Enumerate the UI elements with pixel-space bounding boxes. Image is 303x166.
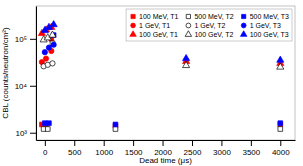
legend-label: 100 MeV, T1 [139, 13, 178, 20]
point [277, 56, 284, 62]
x-tick-mark [104, 140, 105, 146]
point [278, 121, 283, 126]
legend-item: 1 GeV, T2 [186, 22, 226, 29]
x-tick-mark [251, 140, 252, 146]
point [113, 127, 118, 132]
x-tick: 3000 [213, 140, 231, 157]
legend-symbol [130, 31, 136, 37]
x-tick-mark [163, 140, 164, 146]
point [183, 54, 190, 60]
x-tick-label: 500 [68, 148, 82, 157]
x-tick-label: 0 [43, 148, 48, 157]
point [50, 61, 55, 66]
point [43, 56, 48, 61]
legend-symbol [241, 23, 246, 28]
x-tick: 4000 [272, 140, 290, 157]
point [50, 21, 57, 27]
plot-frame [36, 6, 295, 140]
point [113, 122, 118, 127]
legend-symbol [185, 31, 191, 37]
legend-item: 1 GeV, T3 [241, 22, 281, 29]
legend-item: 500 MeV, T3 [242, 13, 290, 20]
legend-symbol [131, 14, 135, 18]
point [47, 121, 52, 126]
legend-label: 100 GeV, T2 [194, 31, 233, 38]
point [46, 45, 51, 50]
point [45, 127, 50, 132]
series [40, 31, 284, 69]
x-tick-label: 3500 [242, 148, 260, 157]
point [278, 127, 283, 132]
y-axis-line [36, 7, 37, 141]
legend-label: 100 GeV, T1 [139, 31, 178, 38]
legend-label: 500 MeV, T3 [250, 13, 289, 20]
legend-item: 1 GeV, T1 [131, 22, 171, 29]
point [49, 31, 56, 37]
x-tick: 0 [43, 140, 48, 157]
legend: 100 MeV, T1 500 MeV, T2 500 MeV, T3 1 GeV, … [126, 9, 292, 41]
legend-item: 100 GeV, T2 [185, 31, 233, 38]
y-tick-label: 10³ [15, 129, 27, 138]
x-tick-label: 1000 [95, 148, 113, 157]
series [42, 42, 56, 55]
x-tick: 2000 [154, 140, 172, 157]
x-tick: 1000 [95, 140, 113, 157]
legend-label: 1 GeV, T2 [194, 22, 225, 29]
legend-item: 500 MeV, T2 [186, 13, 234, 20]
series [41, 41, 282, 131]
y-tick: 10³ [15, 129, 36, 138]
legend-symbol [186, 23, 191, 28]
series [41, 61, 55, 69]
plot: 0500100015002000250030003500400010³10⁴10… [15, 6, 296, 157]
x-tick-mark [133, 140, 134, 146]
series [42, 33, 282, 127]
chart: 0500100015002000250030003500400010³10⁴10… [0, 0, 303, 166]
y-axis-title: CBL (counts/neutron/cm²) [1, 27, 10, 119]
x-tick-label: 3000 [213, 148, 231, 157]
x-tick-mark [280, 140, 281, 146]
legend-item: 100 MeV, T1 [131, 13, 179, 20]
series [40, 36, 283, 128]
x-tick-mark [74, 140, 75, 146]
y-tick-mark [30, 39, 36, 40]
x-tick: 500 [68, 140, 82, 157]
y-tick-mark [30, 86, 36, 87]
x-tick: 3500 [242, 140, 260, 157]
x-tick-mark [45, 140, 46, 146]
y-tick: 10⁵ [15, 35, 36, 44]
point [183, 61, 190, 67]
y-tick-mark [30, 133, 36, 134]
point [42, 50, 47, 55]
x-tick: 2500 [184, 140, 202, 157]
legend-item: 100 GeV, T1 [130, 31, 178, 38]
x-tick-mark [192, 140, 193, 146]
legend-symbol [131, 23, 136, 28]
x-tick: 1500 [125, 140, 143, 157]
x-axis: 0 500 1000 1500 2000 2500 3000 3500 4000 [37, 140, 296, 157]
y-tick: 10⁴ [15, 82, 36, 91]
y-tick-label: 10⁴ [15, 82, 28, 91]
legend-frame [126, 9, 292, 41]
legend-label: 500 MeV, T2 [194, 13, 233, 20]
x-tick-mark [221, 140, 222, 146]
legend-label: 100 GeV, T3 [250, 31, 289, 38]
point [51, 42, 56, 47]
legend-label: 1 GeV, T3 [250, 22, 281, 29]
x-axis-line [37, 140, 296, 141]
point [277, 63, 284, 69]
legend-symbol [186, 14, 190, 18]
legend-item: 100 GeV, T3 [240, 31, 288, 38]
legend-label: 1 GeV, T1 [139, 22, 170, 29]
x-axis-title: Dead time (μs) [139, 156, 192, 165]
x-tick-label: 4000 [272, 148, 290, 157]
y-axis: 10³ 10⁴ 10⁵ [15, 7, 37, 141]
legend-symbol [242, 14, 246, 18]
legend-symbol [240, 31, 246, 37]
y-tick-label: 10⁵ [15, 35, 27, 44]
